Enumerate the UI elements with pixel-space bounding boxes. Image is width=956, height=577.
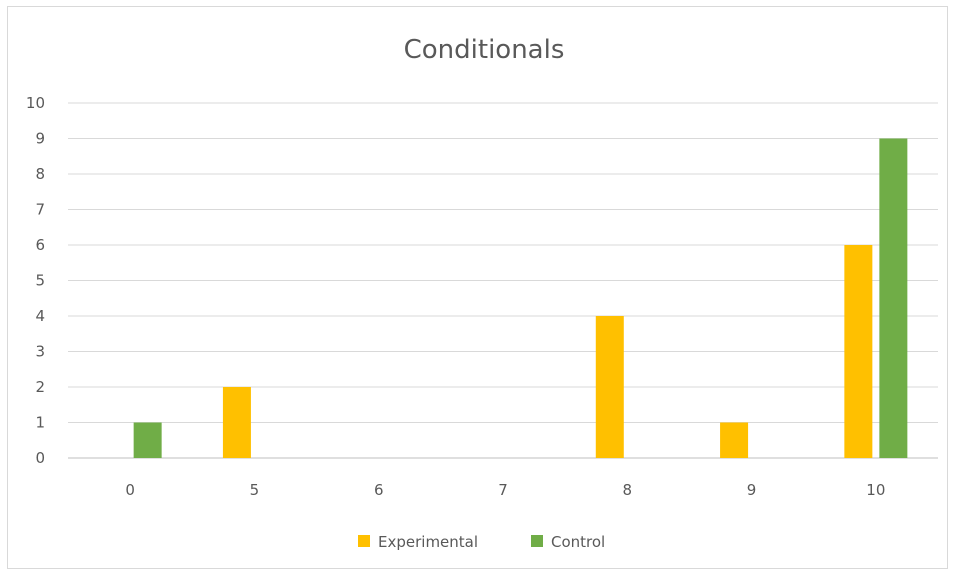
legend-label-control: Control bbox=[551, 533, 605, 551]
y-tick-label: 2 bbox=[35, 378, 45, 396]
x-tick-label: 0 bbox=[125, 481, 135, 499]
gridlines bbox=[68, 102, 938, 459]
y-tick-label: 10 bbox=[26, 94, 45, 112]
x-axis-ticks: 0 5 6 7 8 9 10 bbox=[125, 481, 885, 499]
y-tick-label: 9 bbox=[35, 130, 45, 148]
bar-experimental-8 bbox=[595, 316, 624, 458]
y-tick-label: 5 bbox=[35, 272, 45, 290]
bars bbox=[133, 138, 908, 458]
y-tick-label: 6 bbox=[35, 236, 45, 254]
bar-control-0 bbox=[133, 422, 162, 458]
legend: Experimental Control bbox=[358, 533, 605, 551]
x-tick-label: 5 bbox=[250, 481, 260, 499]
bar-experimental-5 bbox=[222, 387, 251, 458]
y-axis-ticks: 0 1 2 3 4 5 6 7 8 9 10 bbox=[26, 94, 45, 467]
bar-experimental-10 bbox=[844, 245, 873, 458]
x-tick-label: 9 bbox=[747, 481, 757, 499]
y-tick-label: 3 bbox=[35, 343, 45, 361]
legend-swatch-control bbox=[531, 535, 543, 547]
x-tick-label: 7 bbox=[498, 481, 508, 499]
x-tick-label: 6 bbox=[374, 481, 384, 499]
bar-experimental-9 bbox=[720, 422, 749, 458]
legend-swatch-experimental bbox=[358, 535, 370, 547]
y-tick-label: 8 bbox=[35, 165, 45, 183]
chart-title: Conditionals bbox=[404, 35, 565, 65]
y-tick-label: 4 bbox=[35, 307, 45, 325]
x-tick-label: 10 bbox=[866, 481, 885, 499]
y-tick-label: 0 bbox=[35, 449, 45, 467]
bar-control-10 bbox=[879, 138, 908, 458]
y-tick-label: 7 bbox=[35, 201, 45, 219]
x-tick-label: 8 bbox=[623, 481, 633, 499]
chart-frame bbox=[7, 6, 948, 569]
legend-label-experimental: Experimental bbox=[378, 533, 478, 551]
y-tick-label: 1 bbox=[35, 414, 45, 432]
